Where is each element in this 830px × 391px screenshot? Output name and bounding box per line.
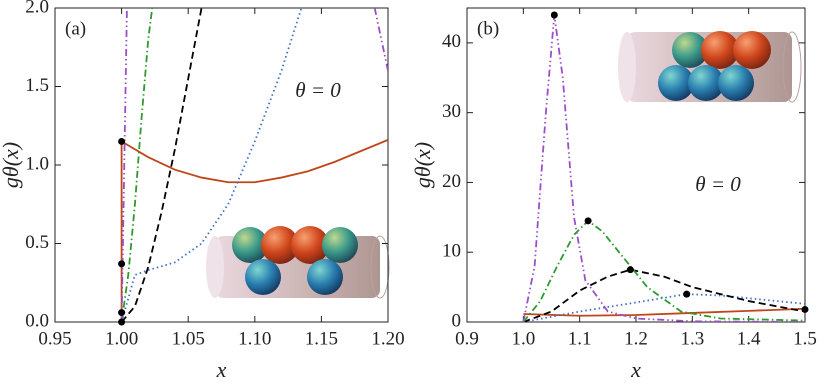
y-tick-label: 0.5 (25, 232, 49, 253)
data-point (550, 11, 558, 19)
series-group (120, 8, 388, 322)
data-point (801, 305, 809, 313)
y-tick-label: 10 (442, 241, 461, 262)
x-tick-label: 1.4 (737, 328, 761, 349)
y-tick-label: 2.0 (25, 0, 49, 17)
series-line (523, 293, 805, 322)
data-point (584, 217, 592, 225)
data-point (118, 318, 126, 326)
x-tick-label: 0.9 (455, 328, 479, 349)
x-tick-label: 0.95 (38, 328, 71, 349)
series-line (523, 307, 805, 317)
y-tick-label: 1.0 (25, 153, 49, 174)
series-line (522, 219, 805, 322)
series-line (120, 8, 203, 322)
y-tick-label: 1.5 (25, 75, 49, 96)
data-point (683, 290, 691, 298)
panel: 0.95 1.00 1.05 1.10 1.15 1.20 0.0 0.5 1.0 1.5 2.0 x… (0, 0, 405, 382)
data-point (626, 266, 634, 274)
series-line (120, 139, 388, 322)
data-point (118, 309, 126, 317)
series-line (120, 8, 154, 322)
x-tick-label: 1.05 (172, 328, 205, 349)
series-line (120, 8, 303, 322)
y-tick-label: 20 (442, 171, 461, 192)
x-axis-label: x (216, 357, 227, 382)
panel: 0.9 1.0 1.1 1.2 1.3 1.4 1.5 0 10 20 30 40 x gθ(x) (b) θ… (410, 7, 817, 382)
x-tick-label: 1.5 (793, 328, 817, 349)
x-tick-label: 1.20 (371, 328, 404, 349)
inset-illustration (618, 31, 802, 103)
x-axis-label: x (630, 357, 641, 382)
data-point (118, 137, 126, 145)
x-tick-label: 1.3 (680, 328, 704, 349)
y-axis-label: gθ(x) (410, 142, 435, 188)
y-axis-label: gθ(x) (0, 142, 23, 188)
series-line (523, 268, 805, 322)
y-tick-label: 0.0 (25, 310, 49, 331)
x-tick-label: 1.2 (624, 328, 648, 349)
y-tick-label: 0 (452, 310, 462, 331)
series-group (522, 14, 805, 322)
x-tick-label: 1.00 (105, 328, 138, 349)
y-tick-label: 30 (442, 101, 461, 122)
x-tick-label: 1.1 (568, 328, 592, 349)
series-line (120, 8, 388, 322)
x-tick-label: 1.0 (511, 328, 535, 349)
annotation: θ = 0 (695, 172, 741, 196)
panel-label: (b) (477, 18, 499, 39)
annotation: θ = 0 (295, 78, 341, 102)
data-point (118, 260, 126, 268)
x-tick-label: 1.15 (305, 328, 338, 349)
panel-label: (a) (65, 18, 86, 39)
x-tick-label: 1.10 (238, 328, 271, 349)
y-tick-label: 40 (442, 31, 461, 52)
inset-illustration (206, 226, 390, 299)
